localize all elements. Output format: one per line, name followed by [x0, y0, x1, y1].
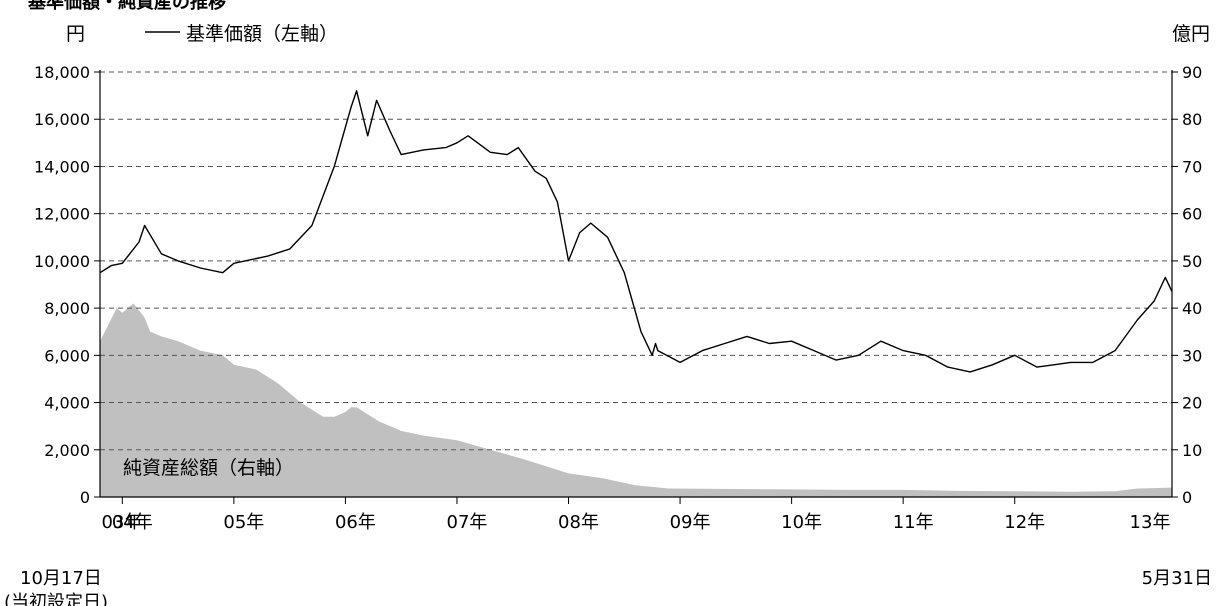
right-tick-label: 60	[1182, 205, 1202, 224]
left-tick-label: 4,000	[44, 394, 90, 413]
start-date-note: (当初設定日)	[4, 592, 108, 606]
x-tick-label: 09年	[670, 512, 711, 533]
x-tick-label: 08年	[558, 512, 599, 533]
x-tick-label: 11年	[893, 512, 934, 533]
x-tick-label: 13年	[1130, 512, 1171, 533]
net-assets-area	[100, 303, 1172, 497]
left-tick-label: 6,000	[44, 346, 90, 365]
x-tick-label: 07年	[447, 512, 488, 533]
x-tick-label: 12年	[1004, 512, 1045, 533]
right-tick-label: 40	[1182, 299, 1202, 318]
right-tick-label: 10	[1182, 441, 1202, 460]
right-tick-label: 70	[1182, 157, 1202, 176]
left-tick-label: 14,000	[34, 157, 90, 176]
right-tick-label: 80	[1182, 110, 1202, 129]
line-layer	[99, 90, 1173, 373]
area-layer	[100, 303, 1172, 497]
axes-layer: 0 0 2,000 10 4,000 20 6,000 30 8,000 40 10,000 50 12…	[34, 63, 1202, 533]
legend-label: 基準価額（左軸）	[186, 23, 338, 45]
left-tick-label: 2,000	[44, 441, 90, 460]
grid-layer	[100, 71, 1172, 451]
start-date-label: 10月17日	[20, 568, 102, 589]
right-unit-label: 億円	[1172, 23, 1210, 45]
end-date-label: 5月31日	[1142, 568, 1212, 589]
x-tick-label: 03年	[102, 512, 143, 533]
x-tick-label: 05年	[223, 512, 264, 533]
left-tick-label: 16,000	[34, 110, 90, 129]
right-tick-label: 90	[1182, 63, 1202, 82]
right-tick-label: 0	[1182, 488, 1192, 507]
area-series-label: 純資産総額（右軸）	[123, 457, 294, 479]
chart-title: 基準価額・純資産の推移	[28, 0, 226, 13]
left-tick-label: 18,000	[34, 63, 90, 82]
text-layer: 円 億円 基準価額（左軸） 純資産総額（右軸） 10月17日 (当初設定日) 5…	[4, 23, 1212, 606]
x-tick-label: 06年	[335, 512, 376, 533]
left-tick-label: 8,000	[44, 299, 90, 318]
x-tick-label: 10年	[781, 512, 822, 533]
right-tick-label: 30	[1182, 346, 1202, 365]
nav-price-line	[99, 90, 1173, 373]
right-tick-label: 20	[1182, 394, 1202, 413]
x-tick-label: 04年	[112, 512, 153, 533]
right-tick-label: 50	[1182, 252, 1202, 271]
left-tick-label: 12,000	[34, 205, 90, 224]
left-tick-label: 10,000	[34, 252, 90, 271]
left-unit-label: 円	[66, 23, 85, 45]
left-tick-label: 0	[80, 488, 90, 507]
